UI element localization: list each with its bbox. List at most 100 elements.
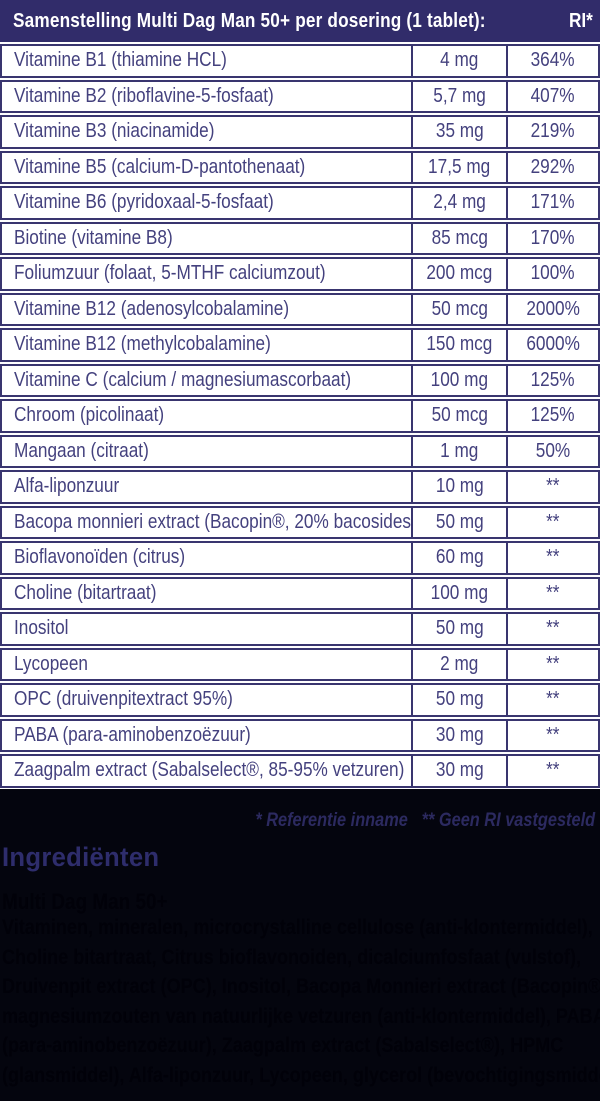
table-row: Vitamine B12 (adenosylcobalamine) 50 mcg 2… xyxy=(0,292,600,326)
ingredient-name-cell: OPC (druivenpitextract 95%) xyxy=(2,685,413,715)
amount-cell: 35 mg xyxy=(413,117,508,147)
table-title: Samenstelling Multi Dag Man 50+ per dose… xyxy=(13,9,486,32)
amount-cell: 30 mg xyxy=(413,720,508,750)
table-row: Vitamine B3 (niacinamide) 35 mg 219% xyxy=(0,115,600,149)
ri-cell: ** xyxy=(546,546,560,569)
ingredients-line: Choline bitartraat, Citrus bioflavonoide… xyxy=(2,945,581,969)
amount-cell: 17,5 mg xyxy=(413,152,508,182)
ingredients-line: (glansmiddel), Alfa-liponzuur, Lycopeen,… xyxy=(2,1063,600,1087)
ingredient-name-cell: Bacopa monnieri extract (Bacopin®, 20% b… xyxy=(2,507,413,537)
amount-cell: 10 mg xyxy=(413,472,508,502)
amount-cell: 50 mg xyxy=(413,685,508,715)
amount-cell: 4 mg xyxy=(413,46,508,76)
table-row: Mangaan (citraat) 1 mg 50% xyxy=(0,434,600,468)
ingredient-name-cell: Vitamine B12 (adenosylcobalamine) xyxy=(2,294,413,324)
ingredients-line: Vitaminen, mineralen, microcrystalline c… xyxy=(2,916,593,939)
ingredient-name-cell: Vitamine B3 (niacinamide) xyxy=(2,117,413,147)
ri-cell: ** xyxy=(546,723,560,746)
amount-cell: 150 mcg xyxy=(413,330,508,360)
table-row: Vitamine B5 (calcium-D-pantothenaat) 17,5… xyxy=(0,150,600,184)
ingredient-name-cell: Vitamine B2 (riboflavine-5-fosfaat) xyxy=(2,81,413,111)
ri-cell: 125% xyxy=(531,404,575,427)
ingredient-name-cell: Bioflavonoïden (citrus) xyxy=(2,543,413,573)
amount-cell: 85 mcg xyxy=(413,223,508,253)
ingredients-line: Druivenpit extract (OPC), Inositol, Baco… xyxy=(2,975,600,999)
table-body: Vitamine B1 (thiamine HCL) 4 mg 364% Vitam… xyxy=(0,44,600,788)
amount-cell: 50 mcg xyxy=(413,401,508,431)
ri-cell: 364% xyxy=(531,49,575,72)
ingredients-subheading: Multi Dag Man 50+ xyxy=(2,889,168,914)
table-row: Vitamine C (calcium / magnesiumascorbaat… xyxy=(0,363,600,397)
ri-cell: ** xyxy=(546,475,560,498)
ri-cell: ** xyxy=(546,652,560,675)
table-row: Zaagpalm extract (Sabalselect®, 85-95% v… xyxy=(0,754,600,788)
ingredient-name-cell: Alfa-liponzuur xyxy=(2,472,413,502)
table-row: Lycopeen 2 mg ** xyxy=(0,647,600,681)
ri-cell: 292% xyxy=(531,155,575,178)
table-row: Bacopa monnieri extract (Bacopin®, 20% b… xyxy=(0,505,600,539)
ingredient-name-cell: Chroom (picolinaat) xyxy=(2,401,413,431)
ingredient-name-cell: PABA (para-aminobenzoëzuur) xyxy=(2,720,413,750)
ingredients-line: (para-aminobenzoëzuur), Zaagpalm extract… xyxy=(2,1034,564,1058)
amount-cell: 200 mcg xyxy=(413,259,508,289)
ri-cell: ** xyxy=(546,759,560,782)
ingredients-paragraph: Vitaminen, mineralen, microcrystalline c… xyxy=(2,913,600,1091)
table-row: Chroom (picolinaat) 50 mcg 125% xyxy=(0,399,600,433)
ingredient-name-cell: Vitamine B12 (methylcobalamine) xyxy=(2,330,413,360)
ingredient-name-cell: Vitamine B1 (thiamine HCL) xyxy=(2,46,413,76)
amount-cell: 50 mcg xyxy=(413,294,508,324)
amount-cell: 1 mg xyxy=(413,436,508,466)
ri-cell: 170% xyxy=(531,226,575,249)
ingredients-line: magnesiumzouten van natuurlijke vetzuren… xyxy=(2,1004,600,1028)
ri-cell: ** xyxy=(546,581,560,604)
table-header: Samenstelling Multi Dag Man 50+ per dose… xyxy=(0,0,600,42)
ri-cell: 100% xyxy=(531,262,575,285)
ri-column-header: RI* xyxy=(569,9,594,32)
table-row: Vitamine B1 (thiamine HCL) 4 mg 364% xyxy=(0,44,600,78)
amount-cell: 2,4 mg xyxy=(413,188,508,218)
table-row: Bioflavonoïden (citrus) 60 mg ** xyxy=(0,541,600,575)
table-row: Vitamine B2 (riboflavine-5-fosfaat) 5,7 m… xyxy=(0,79,600,113)
ri-footnote: * Referentie inname ** Geen RI vastgestel… xyxy=(200,810,595,832)
amount-cell: 5,7 mg xyxy=(413,81,508,111)
ri-cell: 2000% xyxy=(526,297,580,320)
ingredient-name-cell: Inositol xyxy=(2,614,413,644)
amount-cell: 30 mg xyxy=(413,756,508,786)
amount-cell: 50 mg xyxy=(413,507,508,537)
ri-cell: ** xyxy=(546,510,560,533)
ingredients-heading: Ingrediënten xyxy=(2,842,160,872)
ingredients-section: * Referentie inname ** Geen RI vastgestel… xyxy=(0,789,600,1101)
ri-cell: 125% xyxy=(531,368,575,391)
no-ri-note: ** Geen RI vastgesteld xyxy=(421,810,595,831)
table-row: Biotine (vitamine B8) 85 mcg 170% xyxy=(0,221,600,255)
ingredient-name-cell: Choline (bitartraat) xyxy=(2,578,413,608)
amount-cell: 100 mg xyxy=(413,365,508,395)
amount-cell: 50 mg xyxy=(413,614,508,644)
ri-cell: 171% xyxy=(531,191,575,214)
reference-intake-note: * Referentie inname xyxy=(255,810,408,831)
table-row: Vitamine B6 (pyridoxaal-5-fosfaat) 2,4 mg… xyxy=(0,186,600,220)
table-row: Alfa-liponzuur 10 mg ** xyxy=(0,470,600,504)
amount-cell: 60 mg xyxy=(413,543,508,573)
ri-cell: 50% xyxy=(535,439,571,462)
ingredient-name-cell: Lycopeen xyxy=(2,649,413,679)
amount-cell: 2 mg xyxy=(413,649,508,679)
table-row: OPC (druivenpitextract 95%) 50 mg ** xyxy=(0,683,600,717)
ri-cell: 219% xyxy=(531,120,575,143)
ingredient-name-cell: Vitamine B5 (calcium-D-pantothenaat) xyxy=(2,152,413,182)
table-row: PABA (para-aminobenzoëzuur) 30 mg ** xyxy=(0,718,600,752)
table-row: Vitamine B12 (methylcobalamine) 150 mcg 60… xyxy=(0,328,600,362)
ingredient-name-cell: Foliumzuur (folaat, 5-MTHF calciumzout) xyxy=(2,259,413,289)
ri-cell: ** xyxy=(546,617,560,640)
ri-cell: 407% xyxy=(531,84,575,107)
ingredient-name-cell: Biotine (vitamine B8) xyxy=(2,223,413,253)
table-row: Choline (bitartraat) 100 mg ** xyxy=(0,576,600,610)
amount-cell: 100 mg xyxy=(413,578,508,608)
ri-cell: 6000% xyxy=(526,333,580,356)
ingredient-name-cell: Vitamine C (calcium / magnesiumascorbaat… xyxy=(2,365,413,395)
table-row: Inositol 50 mg ** xyxy=(0,612,600,646)
ri-cell: ** xyxy=(546,688,560,711)
table-row: Foliumzuur (folaat, 5-MTHF calciumzout) 2… xyxy=(0,257,600,291)
ingredient-name-cell: Mangaan (citraat) xyxy=(2,436,413,466)
